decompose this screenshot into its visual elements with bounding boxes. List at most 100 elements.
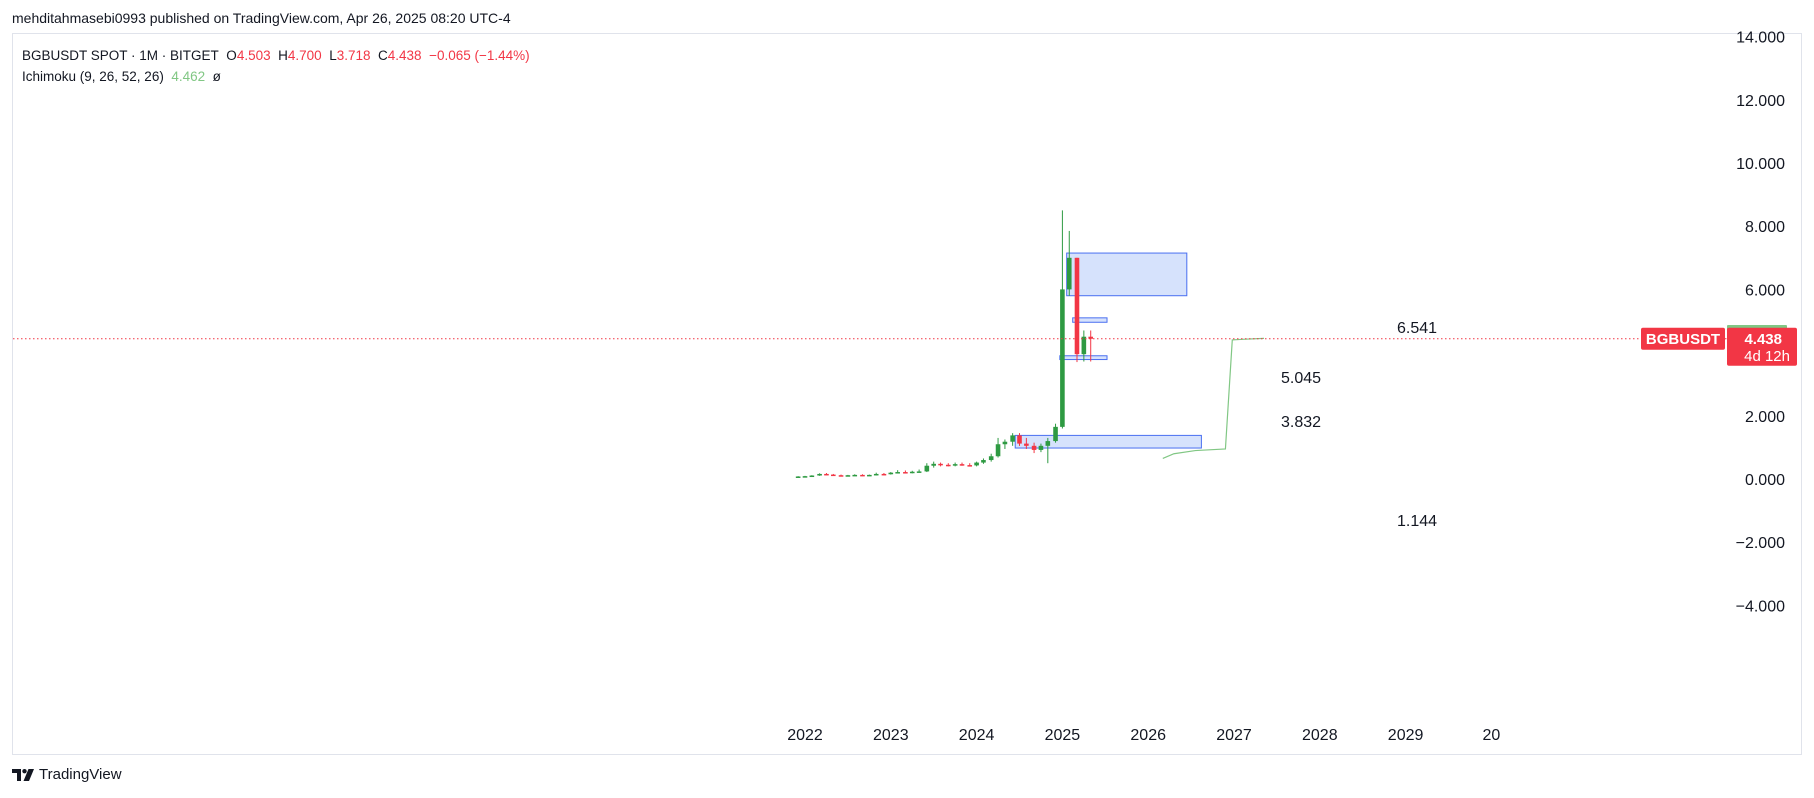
x-tick-label: 2024	[959, 727, 995, 744]
symbol-badge[interactable]	[1641, 327, 1725, 350]
close-value: 4.438	[387, 48, 422, 63]
current-price-text: 4.438	[1744, 331, 1782, 348]
candle-body-2[interactable]	[809, 475, 815, 478]
y-tick-label: 0.000	[1745, 472, 1785, 489]
candle-body-13[interactable]	[888, 472, 894, 475]
candle-body-12[interactable]	[881, 473, 887, 476]
tradingview-logo-icon	[12, 768, 34, 781]
candle-body-0[interactable]	[795, 476, 801, 478]
candle-body-20[interactable]	[938, 463, 943, 466]
candle-body-17[interactable]	[916, 471, 922, 473]
candle-body-32[interactable]	[1024, 443, 1029, 446]
candle-body-25[interactable]	[974, 462, 979, 466]
candle-body-4[interactable]	[824, 473, 829, 476]
current-price-badge	[1727, 327, 1797, 366]
symbol-info[interactable]: BGBUSDT SPOT · 1M · BITGET	[22, 48, 219, 63]
footer-branding[interactable]: TradingView	[12, 766, 122, 783]
open-value: 4.503	[236, 48, 271, 63]
candle-body-14[interactable]	[895, 472, 900, 474]
x-tick-label: 2027	[1216, 727, 1252, 744]
x-tick-label: 2028	[1302, 727, 1338, 744]
brand-name: TradingView	[39, 766, 122, 783]
x-tick-label: 2026	[1130, 727, 1166, 744]
symbol-badge-text: BGBUSDT	[1646, 331, 1720, 348]
ichimoku-line	[1162, 337, 1265, 460]
candle-body-15[interactable]	[903, 472, 908, 474]
indicator-value: 4.462	[171, 69, 206, 84]
countdown-text: 4d 12h	[1744, 348, 1790, 365]
zone-rect-1.144[interactable]	[1014, 434, 1202, 449]
y-tick-label: 14.000	[1736, 30, 1785, 47]
candles-layer	[795, 210, 1094, 478]
change-value: −0.065 (−1.44%)	[429, 48, 530, 63]
candle-body-28[interactable]	[995, 444, 1001, 457]
zone-rect-6.541[interactable]	[1066, 252, 1188, 297]
candle-body-35[interactable]	[1045, 441, 1051, 446]
x-tick-label: 20	[1483, 727, 1501, 744]
candle-body-23[interactable]	[959, 464, 965, 466]
candle-body-9[interactable]	[860, 474, 865, 477]
high-value: 4.700	[287, 48, 322, 63]
candle-body-34[interactable]	[1038, 445, 1044, 450]
annotation-labels: 6.541 5.045 3.832 1.144	[1281, 320, 1437, 530]
indicator-name[interactable]: Ichimoku (9, 26, 52, 26)	[22, 69, 164, 84]
candle-body-40[interactable]	[1081, 336, 1087, 355]
low-label: L	[329, 48, 337, 63]
y-tick-label: 10.000	[1736, 156, 1785, 173]
candle-body-6[interactable]	[838, 475, 844, 477]
y-tick-label: 12.000	[1736, 93, 1785, 110]
chart-frame[interactable]	[12, 33, 1802, 755]
candle-body-11[interactable]	[873, 473, 879, 476]
low-value: 3.718	[336, 48, 371, 63]
open-label: O	[226, 48, 237, 63]
candle-body-7[interactable]	[845, 475, 851, 477]
candle-body-33[interactable]	[1031, 445, 1037, 450]
indicator-hidden-icon[interactable]: ø	[212, 69, 221, 84]
published-by-line: mehditahmasebi0993 published on TradingV…	[12, 10, 511, 26]
zones-layer	[1014, 252, 1202, 449]
y-tick-label: −4.000	[1736, 598, 1785, 615]
zone-label-6.541: 6.541	[1397, 320, 1437, 337]
x-tick-label: 2023	[873, 727, 909, 744]
candle-body-10[interactable]	[867, 474, 872, 477]
x-tick-label: 2029	[1388, 727, 1424, 744]
candle-body-41[interactable]	[1088, 336, 1094, 339]
candle-body-8[interactable]	[852, 474, 858, 477]
candle-body-26[interactable]	[981, 460, 986, 463]
candle-body-29[interactable]	[1002, 441, 1008, 445]
x-axis: 2022 2023 2024 2025 2026 2027 2028 2029 20	[787, 727, 1500, 744]
candle-body-24[interactable]	[967, 465, 973, 467]
candle-body-27[interactable]	[988, 456, 994, 461]
zone-label-5.045: 5.045	[1281, 370, 1321, 387]
candle-body-16[interactable]	[909, 471, 915, 474]
close-label: C	[378, 48, 388, 63]
candle-body-19[interactable]	[931, 463, 936, 466]
candle-body-1[interactable]	[802, 476, 808, 478]
candle-body-5[interactable]	[831, 474, 836, 477]
zone-rect-5.045[interactable]	[1072, 317, 1108, 323]
candle-body-31[interactable]	[1017, 435, 1022, 444]
candle-body-18[interactable]	[924, 465, 930, 472]
x-tick-label: 2022	[787, 727, 823, 744]
candle-body-39[interactable]	[1074, 257, 1080, 355]
x-tick-label: 2025	[1045, 727, 1081, 744]
zone-label-3.832: 3.832	[1281, 414, 1321, 431]
candle-body-30[interactable]	[1010, 435, 1015, 442]
symbol-row[interactable]: BGBUSDT SPOT · 1M · BITGET O4.503 H4.700…	[22, 45, 530, 66]
candle-body-37[interactable]	[1060, 289, 1065, 427]
candle-body-21[interactable]	[945, 464, 951, 467]
y-tick-label: 8.000	[1745, 219, 1785, 236]
candle-body-22[interactable]	[952, 464, 958, 466]
chart-legend[interactable]: BGBUSDT SPOT · 1M · BITGET O4.503 H4.700…	[22, 45, 530, 87]
y-tick-label: 2.000	[1745, 409, 1785, 426]
y-tick-label: 6.000	[1745, 282, 1785, 299]
indicator-row[interactable]: Ichimoku (9, 26, 52, 26) 4.462 ø	[22, 66, 530, 87]
y-axis: 14.00012.00010.0008.0006.0004.0002.0000.…	[1736, 30, 1785, 616]
candle-body-36[interactable]	[1053, 426, 1058, 442]
high-label: H	[278, 48, 288, 63]
zone-label-1.144: 1.144	[1397, 513, 1437, 530]
candle-body-3[interactable]	[817, 473, 822, 476]
candle-body-38[interactable]	[1066, 257, 1072, 290]
